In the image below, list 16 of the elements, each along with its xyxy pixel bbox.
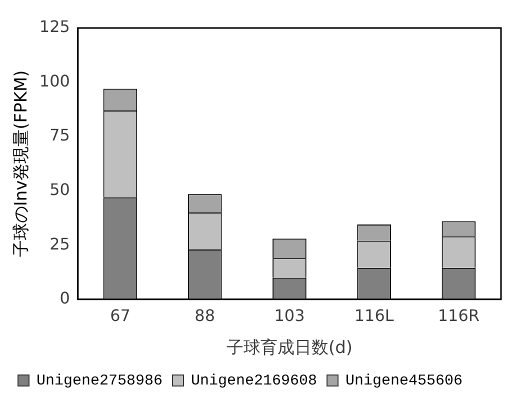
- x-axis-title: 子球育成日数(d): [226, 338, 352, 358]
- x-tick-label: 88: [194, 306, 216, 326]
- legend-label: Unigene455606: [346, 372, 463, 390]
- legend-label: Unigene2169608: [191, 372, 318, 390]
- y-tick-label: 125: [39, 17, 70, 36]
- y-tick-label: 25: [50, 234, 70, 254]
- legend-label: Unigene2758986: [36, 372, 163, 390]
- x-tick-label: 116L: [354, 306, 394, 326]
- x-tick-label: 103: [274, 306, 305, 326]
- x-tick-label: 116R: [438, 306, 480, 326]
- x-tick-label: 67: [110, 306, 130, 326]
- y-tick-label: 50: [50, 180, 70, 199]
- y-tick-label: 0: [60, 288, 70, 308]
- y-tick-label: 100: [39, 71, 70, 90]
- y-axis-title: 子球のInv発現量(FPKM): [12, 70, 32, 258]
- y-tick-label: 75: [50, 126, 70, 145]
